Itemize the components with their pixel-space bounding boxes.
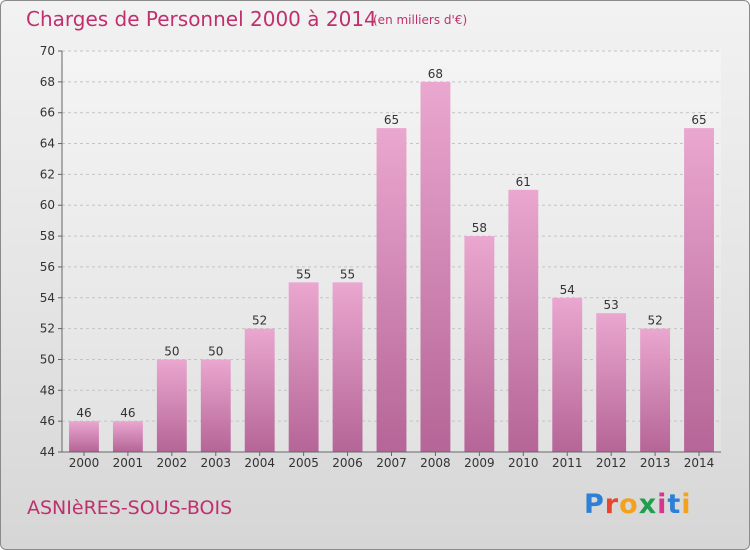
x-tick-label: 2008 bbox=[420, 456, 451, 470]
bar-value-label: 50 bbox=[164, 344, 179, 358]
bar-layer bbox=[69, 81, 714, 453]
bar bbox=[684, 128, 714, 452]
x-tick-label: 2007 bbox=[376, 456, 407, 470]
logo-letter: o bbox=[619, 489, 639, 520]
bar bbox=[508, 189, 539, 453]
x-tick-label: 2014 bbox=[684, 456, 715, 470]
logo-letter: r bbox=[604, 489, 620, 520]
commune-name: ASNIèRES-SOUS-BOIS bbox=[27, 497, 233, 519]
y-tick-label: 68 bbox=[40, 75, 55, 89]
bar bbox=[200, 359, 231, 452]
bar-value-label: 50 bbox=[208, 344, 223, 358]
bar bbox=[332, 282, 363, 452]
y-tick-label: 56 bbox=[40, 260, 55, 274]
y-tick-label: 46 bbox=[40, 414, 55, 428]
bar bbox=[596, 313, 627, 452]
bar-value-label: 53 bbox=[604, 298, 619, 312]
logo-letter: x bbox=[638, 489, 658, 520]
bar bbox=[464, 236, 495, 452]
logo-letter: i bbox=[681, 489, 692, 520]
bar-value-label: 65 bbox=[691, 113, 706, 127]
bar bbox=[112, 421, 143, 452]
bar bbox=[288, 282, 319, 452]
x-tick-label: 2012 bbox=[596, 456, 627, 470]
y-tick-label: 50 bbox=[40, 352, 55, 366]
y-tick-label: 66 bbox=[40, 106, 55, 120]
bar-value-label: 46 bbox=[76, 406, 91, 420]
bar-value-label: 52 bbox=[252, 314, 267, 328]
axis-layer bbox=[58, 50, 721, 456]
chart-subtitle: (en milliers d'€) bbox=[373, 13, 468, 27]
y-tick-label: 58 bbox=[40, 229, 55, 243]
y-tick-label: 54 bbox=[40, 291, 55, 305]
y-tick-label: 44 bbox=[40, 445, 55, 459]
x-tick-label: 2009 bbox=[464, 456, 495, 470]
x-tick-label: 2003 bbox=[200, 456, 231, 470]
bar-value-label: 55 bbox=[296, 267, 311, 281]
logo-letter: P bbox=[584, 489, 605, 520]
bar-value-label: 68 bbox=[428, 67, 443, 81]
x-tick-label: 2001 bbox=[113, 456, 144, 470]
logo-letter: i bbox=[657, 489, 668, 520]
y-tick-label: 60 bbox=[40, 198, 55, 212]
bar bbox=[244, 328, 275, 452]
bar-value-label: 55 bbox=[340, 267, 355, 281]
bar-value-label: 52 bbox=[647, 314, 662, 328]
bar bbox=[69, 421, 99, 452]
label-layer: 44 46 48 50 52 54 56 58 60 62 64 66 68 70 46 2000 46 2001… bbox=[40, 44, 715, 470]
x-tick-label: 2013 bbox=[640, 456, 671, 470]
bar-value-label: 61 bbox=[516, 175, 531, 189]
bar bbox=[640, 328, 671, 452]
bar-value-label: 54 bbox=[560, 283, 575, 297]
bar bbox=[420, 81, 451, 452]
x-tick-label: 2010 bbox=[508, 456, 539, 470]
proxiti-logo: Proxiti bbox=[584, 489, 692, 520]
x-tick-label: 2000 bbox=[69, 456, 100, 470]
x-tick-label: 2005 bbox=[288, 456, 319, 470]
bar-value-label: 65 bbox=[384, 113, 399, 127]
bar bbox=[156, 359, 187, 452]
y-tick-label: 52 bbox=[40, 322, 55, 336]
bar-value-label: 58 bbox=[472, 221, 487, 235]
logo-letter: t bbox=[667, 489, 682, 520]
bar bbox=[552, 297, 583, 452]
x-tick-label: 2002 bbox=[157, 456, 188, 470]
y-tick-label: 62 bbox=[40, 167, 55, 181]
y-tick-label: 70 bbox=[40, 44, 55, 58]
chart-title: Charges de Personnel 2000 à 2014 bbox=[26, 7, 377, 31]
bar bbox=[376, 128, 407, 452]
y-tick-label: 48 bbox=[40, 383, 55, 397]
y-tick-label: 64 bbox=[40, 137, 55, 151]
x-tick-label: 2004 bbox=[244, 456, 275, 470]
x-tick-label: 2006 bbox=[332, 456, 363, 470]
x-tick-label: 2011 bbox=[552, 456, 583, 470]
bar-value-label: 46 bbox=[120, 406, 135, 420]
